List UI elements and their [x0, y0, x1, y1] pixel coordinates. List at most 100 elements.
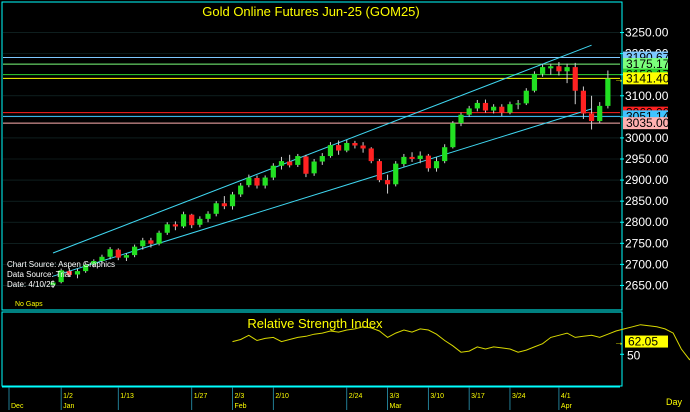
candle-body — [401, 156, 407, 165]
month-label: Mar — [390, 403, 403, 410]
level-label-text: 3141.40 — [626, 71, 670, 85]
candle-body — [376, 161, 382, 181]
candle-3/17 — [466, 105, 472, 117]
candle-body — [115, 249, 121, 258]
level-label-box — [623, 58, 668, 71]
candle-2/20 — [327, 142, 334, 158]
candle-2/26 — [360, 142, 366, 153]
candle-body — [580, 90, 586, 114]
candle-4/9 — [605, 70, 611, 109]
level-label: 3175.17 — [623, 57, 670, 71]
candle-body — [564, 67, 570, 72]
candle-body — [466, 108, 472, 115]
candle-body — [319, 156, 325, 162]
candle-4/4 — [580, 86, 586, 119]
candle-body — [295, 156, 301, 165]
candle-1/13 — [115, 248, 121, 261]
level-label-box — [623, 72, 668, 85]
candle-1/16 — [140, 237, 146, 250]
candle-body — [132, 246, 138, 256]
price-tick-label: 3250.00 — [625, 26, 669, 40]
price-tick-label: 2650.00 — [625, 278, 669, 292]
candle-body — [491, 106, 497, 111]
candle-body — [409, 156, 415, 159]
rsi-panel-border — [1, 311, 623, 387]
candle-1/22 — [164, 222, 170, 235]
x-tick-label: 3/17 — [471, 393, 485, 400]
candle-1/6 — [74, 268, 81, 279]
month-label: Apr — [561, 403, 573, 410]
candle-body — [246, 177, 252, 186]
candle-3/25 — [515, 99, 521, 110]
candle-body — [311, 161, 317, 174]
candle-body — [156, 232, 162, 244]
rsi-last-value-box — [625, 335, 668, 348]
candle-2/28 — [376, 159, 382, 183]
candle-3/21 — [499, 104, 505, 117]
candle-body — [83, 264, 89, 272]
candle-3/28 — [540, 64, 546, 77]
candle-body — [278, 161, 285, 166]
horizontal-levels — [3, 57, 620, 124]
candle-body — [336, 145, 342, 151]
candle-body — [172, 224, 178, 227]
candle-body — [123, 255, 130, 258]
candle-12/31 — [50, 280, 56, 288]
rsi-series: 62.05 → — [232, 324, 690, 361]
candle-body — [417, 155, 423, 159]
candle-2/19 — [319, 153, 325, 165]
candle-2/13 — [295, 153, 301, 168]
candle-3/11 — [433, 157, 440, 172]
candle-3/6 — [409, 152, 415, 162]
candle-body — [58, 270, 64, 283]
candle-1/2 — [58, 268, 64, 284]
candle-4/2 — [564, 63, 570, 84]
x-tick-label: 4/1 — [561, 393, 571, 400]
candle-3/19 — [482, 99, 489, 113]
source-line-1: Chart Source: Aspen Graphics — [7, 260, 115, 269]
candle-1/14 — [123, 253, 130, 262]
x-tick-label: 2/10 — [275, 393, 289, 400]
candle-1/29 — [205, 211, 211, 223]
candle-1/31 — [221, 196, 227, 210]
candle-3/5 — [401, 153, 407, 167]
candle-3/10 — [425, 153, 431, 172]
source-note: Chart Source: Aspen Graphics Data Source… — [7, 260, 115, 289]
source-line-3: Date: 4/10/25 — [7, 280, 56, 289]
candle-body — [213, 203, 219, 214]
candle-body — [344, 142, 350, 151]
candle-body — [442, 147, 448, 162]
candle-2/21 — [336, 140, 342, 155]
candle-4/7 — [588, 95, 595, 130]
candle-1/30 — [213, 201, 219, 217]
candle-body — [352, 142, 358, 146]
candle-1/9 — [99, 254, 105, 264]
candle-body — [270, 165, 276, 178]
candle-1/27 — [189, 213, 195, 229]
candle-3/26 — [523, 88, 529, 106]
candle-body — [148, 240, 154, 244]
level-label-text: 3175.17 — [626, 57, 670, 71]
candle-body — [507, 104, 513, 113]
x-tick-label: 1/2 — [63, 393, 73, 400]
rsi-arrow-icon: → — [614, 338, 624, 349]
candle-3/24 — [507, 101, 513, 115]
level-label: 3035.00 — [623, 116, 670, 130]
candlestick-series — [50, 62, 611, 288]
candle-body — [74, 271, 81, 275]
candle-1/10 — [107, 247, 113, 260]
candle-2/10 — [270, 163, 276, 181]
rsi-line — [232, 324, 690, 361]
candle-body — [482, 102, 489, 111]
candle-2/3 — [229, 191, 236, 210]
x-tick-label: 3/3 — [390, 393, 400, 400]
month-label: Dec — [11, 403, 24, 410]
price-tick-label: 3000.00 — [625, 131, 669, 145]
candle-body — [140, 240, 146, 247]
candle-2/11 — [278, 156, 285, 170]
x-tick-label: 3/10 — [430, 393, 444, 400]
candle-3/13 — [450, 121, 456, 149]
candle-body — [164, 224, 170, 233]
candle-body — [523, 90, 529, 104]
